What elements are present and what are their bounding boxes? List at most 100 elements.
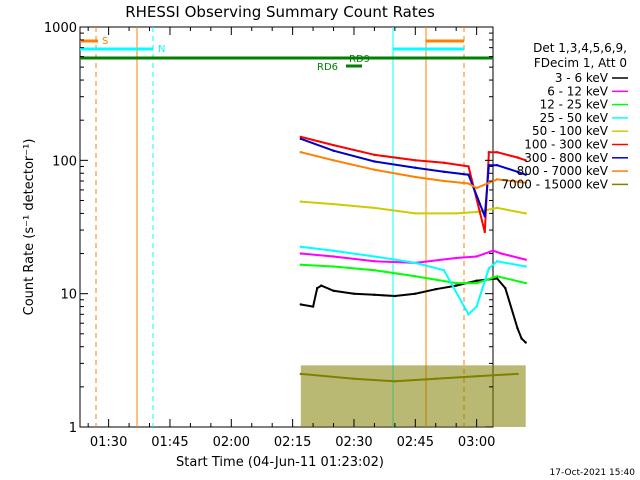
data-point [454,256,458,260]
data-point [434,377,437,380]
rd9-marker-label: RD9 [349,54,370,65]
legend: Det 1,3,4,5,6,9, FDecim 1, Att 0 3 - 6 k… [501,41,628,191]
legend-label: 800 - 7000 keV [517,164,609,178]
series-100-300-kev [299,135,527,234]
data-point [495,178,499,181]
data-point [495,277,499,280]
x-tick-label: 01:30 [90,435,127,450]
series-layer [299,135,527,427]
y-axis-label: Count Rate (s⁻¹ detector⁻¹) [22,139,37,316]
data-point [414,292,417,295]
data-point [393,294,397,298]
data-point [299,263,303,266]
data-point [524,159,527,162]
x-tick-label: 02:00 [213,435,250,450]
data-point [483,230,487,234]
series-line [300,277,527,344]
legend-label: 25 - 50 keV [540,111,609,125]
data-point [414,159,417,162]
data-point [524,265,527,268]
data-point [373,255,376,258]
data-point [495,206,499,210]
legend-header-2: FDecim 1, Att 0 [534,56,627,70]
data-point [352,377,356,380]
x-axis-label: Start Time (04-Jun-11 01:23:02) [176,455,384,470]
data-point [299,372,303,376]
legend-header-1: Det 1,3,4,5,6,9, [533,41,627,55]
series-3-6-kev [299,277,527,344]
data-point [454,284,458,287]
data-point [524,258,527,261]
y-tick-label: 100 [52,154,77,169]
data-point [495,275,499,278]
data-point [475,305,478,308]
data-point [393,380,397,383]
data-point [495,151,499,154]
data-point [373,153,376,157]
data-point [434,288,437,291]
data-point [332,149,335,152]
legend-label: 7000 - 15000 keV [501,177,608,191]
night-marker-label: N [158,44,165,55]
data-point [373,268,376,272]
data-point [475,279,478,282]
data-point [373,260,376,263]
data-point [524,341,527,344]
x-tick-label: 02:15 [274,435,311,450]
legend-label: 300 - 800 keV [524,151,608,165]
series-300-800-kev [299,137,527,218]
data-point [487,151,491,154]
legend-label: 100 - 300 keV [524,138,608,152]
data-point [467,313,470,316]
data-point [516,372,519,376]
x-tick-label: 03:00 [458,435,495,450]
legend-label: 6 - 12 keV [547,84,609,98]
y-tick-label: 1 [69,421,77,436]
series-line [300,151,526,190]
data-point [442,161,446,164]
data-point [373,160,376,163]
series-800-7000-kev [299,151,527,190]
data-point [414,275,417,278]
data-point [299,303,303,306]
series-line [300,263,526,285]
data-point [299,135,303,139]
data-point [299,151,303,154]
data-point [467,182,470,185]
data-point [442,179,446,183]
data-point [332,265,335,268]
data-point [373,168,376,171]
data-point [299,200,303,203]
x-tick-label: 02:30 [335,435,372,450]
series-line [300,200,526,215]
data-point [320,284,323,287]
data-point [467,173,470,176]
legend-label: 12 - 25 keV [540,98,609,112]
status-markers: S N RD9 RD6 [80,27,493,427]
data-point [487,267,491,270]
data-point [504,286,507,290]
data-point [332,159,335,162]
data-point [475,186,478,190]
rd6-marker-label: RD6 [317,62,338,73]
data-point [414,261,417,265]
data-point [516,327,519,330]
data-point [373,293,376,297]
data-point [315,286,319,290]
series-50-100-kev [299,200,527,215]
data-point [311,305,315,308]
axis-ticks: 1 10 100 1000 01:30 01:45 02:00 02:15 02:30 02:45… [44,21,495,450]
y-tick-label: 1000 [44,21,77,36]
legend-label: 50 - 100 keV [532,124,609,138]
y-tick-label: 10 [60,288,77,303]
data-point [524,281,527,285]
data-point [454,281,458,285]
data-point [352,292,356,295]
data-point [414,166,417,169]
data-point [467,165,470,168]
chart-title: RHESSI Observing Summary Count Rates [125,3,435,21]
data-point [442,170,446,174]
data-point [454,212,458,215]
data-point [475,375,478,378]
